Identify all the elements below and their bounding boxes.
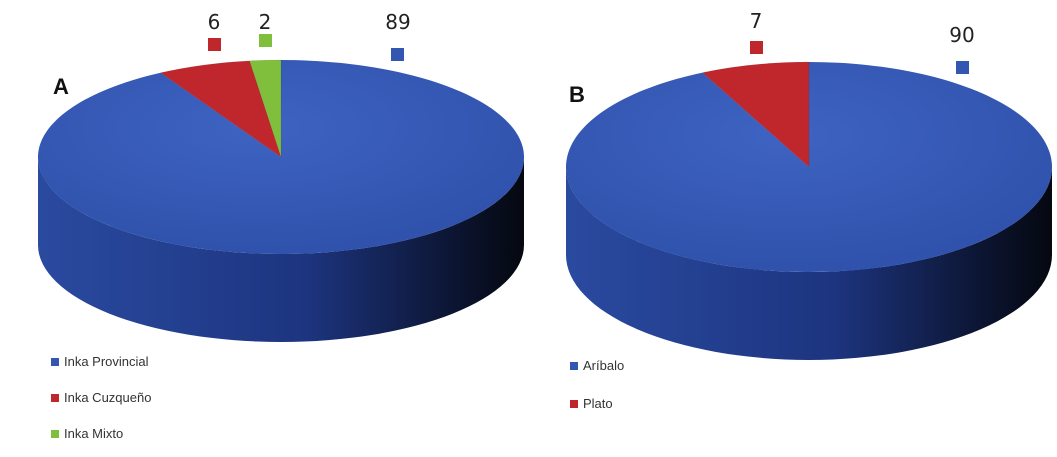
pie-b-side — [566, 167, 1052, 360]
pie-b-data-label-1: 90 — [949, 23, 974, 47]
legend-swatch — [51, 430, 59, 438]
pie-a-data-label-marker-2 — [208, 38, 221, 51]
legend-label: Inka Mixto — [64, 426, 123, 441]
pie-a-data-labels: 89 6 2 — [208, 10, 411, 61]
pie-b-marks — [565, 61, 1052, 360]
pie-a-legend: Inka Provincial Inka Cuzqueño Inka Mixto — [51, 354, 151, 441]
legend-swatch — [51, 394, 59, 402]
panel-label-b: B — [569, 82, 585, 107]
legend-swatch — [51, 358, 59, 366]
pie-a-data-label-marker-3 — [259, 34, 272, 47]
pie-b-legend: Aríbalo Plato — [570, 358, 624, 411]
pie-chart-b: B 90 7 Aríbalo Plato — [565, 9, 1052, 411]
legend-swatch — [570, 362, 578, 370]
legend-swatch — [570, 400, 578, 408]
pie-a-slice-2 — [160, 60, 282, 158]
pie-a-data-label-marker-1 — [391, 48, 404, 61]
legend-label: Plato — [583, 396, 613, 411]
pie-b-slice-1 — [565, 62, 1052, 273]
pie-a-side — [38, 157, 524, 342]
legend-label: Inka Provincial — [64, 354, 149, 369]
pie-a-data-label-2: 6 — [208, 10, 221, 34]
pie-b-slice-2 — [702, 61, 810, 168]
panel-label-a: A — [53, 74, 69, 99]
pie-b-data-label-marker-2 — [750, 41, 763, 54]
pie-a-slice-3 — [249, 59, 282, 158]
pie-b-data-label-2: 7 — [750, 9, 763, 33]
pie-a-marks — [38, 59, 524, 342]
legend-label: Inka Cuzqueño — [64, 390, 151, 405]
pie-b-data-labels: 90 7 — [750, 9, 975, 74]
pie-a-data-label-1: 89 — [385, 10, 410, 34]
pie-b-data-label-marker-1 — [956, 61, 969, 74]
pie-a-data-label-3: 2 — [259, 10, 272, 34]
legend-label: Aríbalo — [583, 358, 624, 373]
